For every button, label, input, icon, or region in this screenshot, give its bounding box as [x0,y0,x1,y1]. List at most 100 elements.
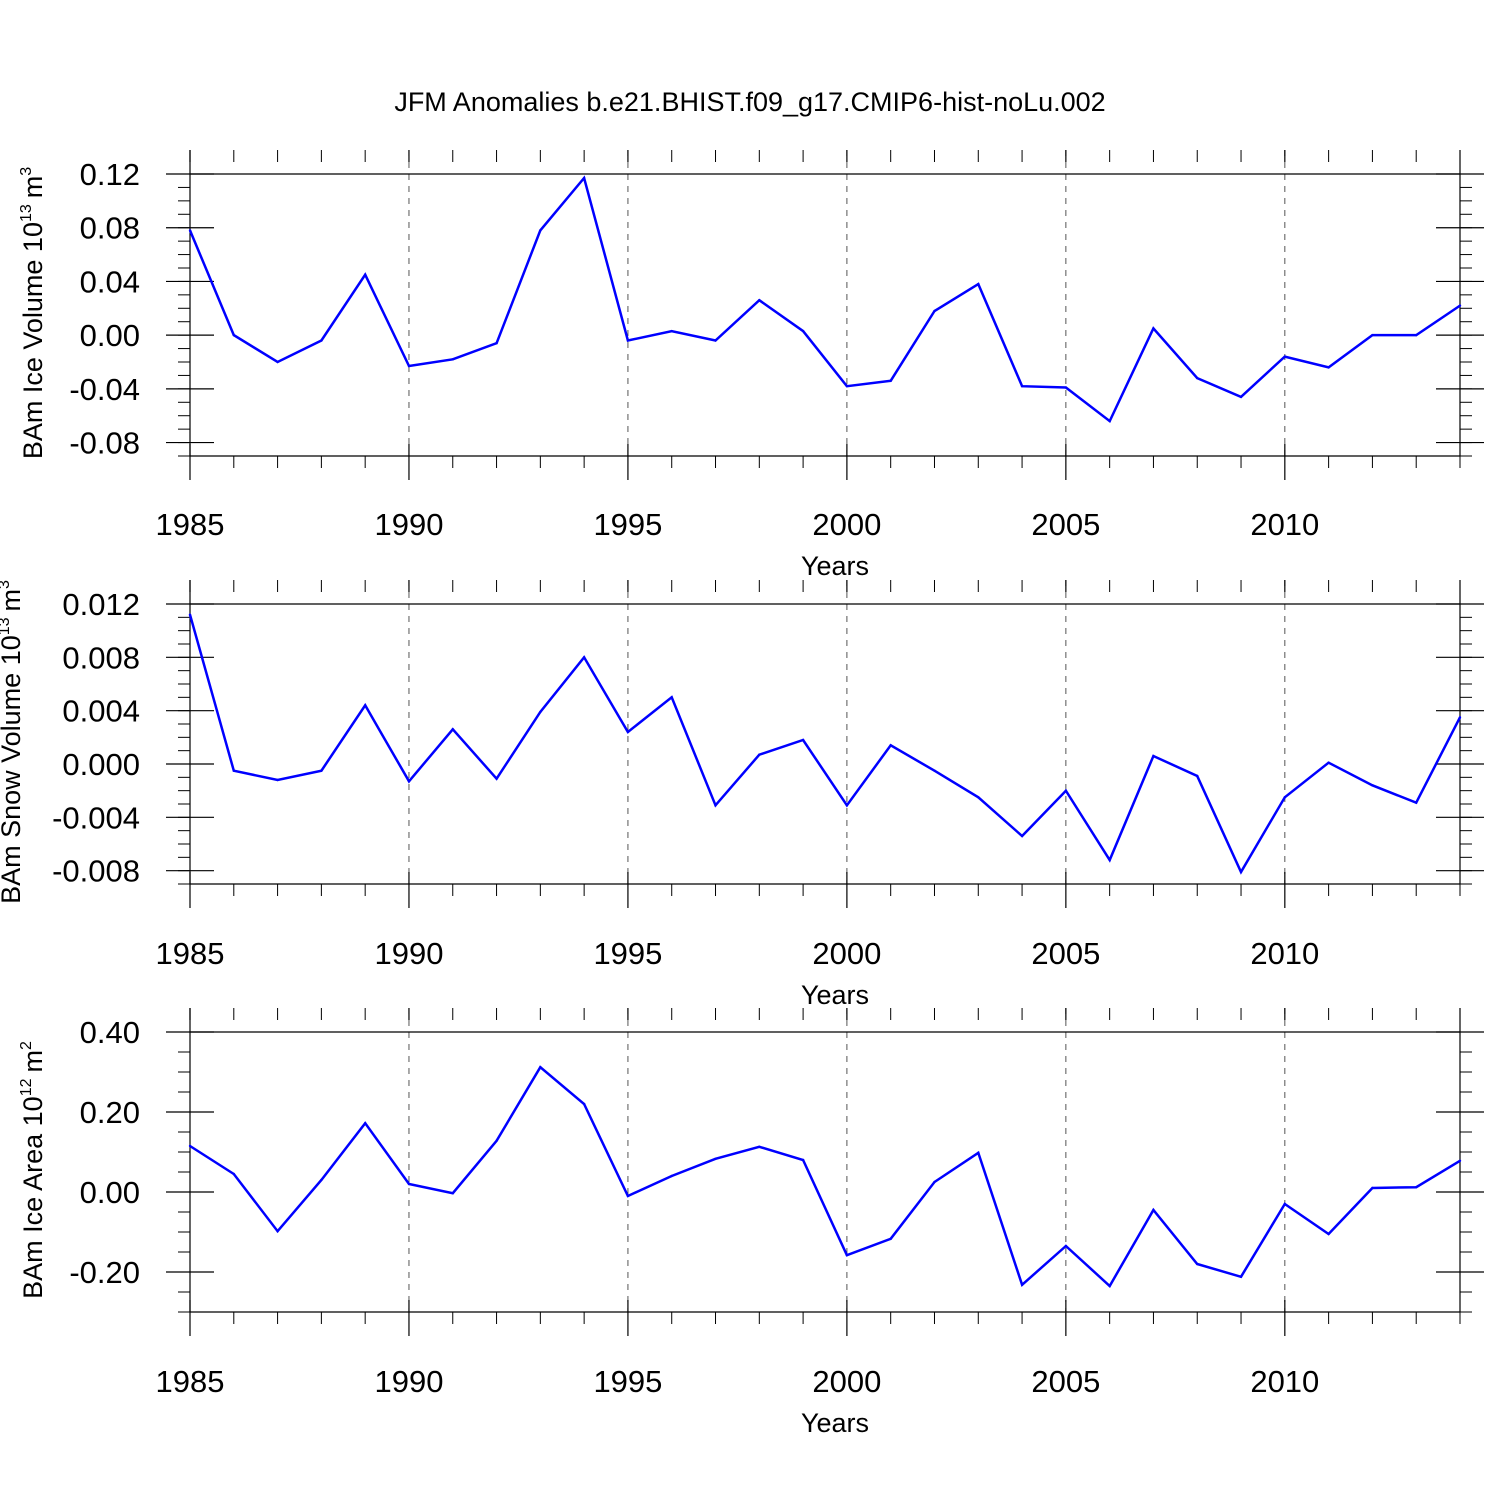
data-point [977,1151,980,1155]
y-tick-label: -0.20 [69,1255,140,1290]
y-tick-label: 0.000 [62,747,140,782]
y-tick-label: 0.004 [62,694,140,729]
x-axis-title: Years [801,980,869,1010]
data-point [977,282,980,286]
data-point [1327,366,1330,369]
data-point [363,1122,367,1125]
data-point [758,299,761,302]
x-tick-label: 2000 [812,507,881,542]
y-title-main: BAm Snow Volume 10 [0,635,26,904]
data-point [1152,754,1155,758]
data-point [1064,386,1068,389]
y-axis-title: BAm Snow Volume 1013 m3 [0,580,26,904]
data-point [276,778,279,782]
x-tick-label: 2000 [812,936,881,971]
data-point [451,1192,454,1195]
y-title-exponent: 13 [18,204,35,222]
y-title-unit: m [18,176,48,199]
x-tick-label: 1990 [374,1364,443,1399]
data-point [1108,1284,1111,1288]
data-point [451,358,454,361]
data-point [758,1145,761,1149]
data-point [933,309,936,313]
y-tick-label: -0.04 [69,372,140,407]
data-point [1020,1283,1024,1287]
data-point [977,796,980,799]
y-tick-label: 0.12 [80,157,140,192]
data-point [670,1174,673,1178]
data-point [1458,1159,1462,1163]
data-point [1239,395,1243,399]
x-tick-label: 2010 [1250,1364,1319,1399]
data-point [407,780,411,783]
data-point [670,329,673,333]
y-tick-label: -0.008 [52,854,140,889]
x-axis-title: Years [801,551,869,581]
data-point [495,777,498,780]
data-point [889,379,892,382]
x-tick-label: 1985 [156,936,225,971]
x-tick-label: 1990 [374,936,443,971]
data-point [1327,1232,1330,1236]
x-tick-label: 1995 [593,936,662,971]
figure-title: JFM Anomalies b.e21.BHIST.f09_g17.CMIP6-… [394,87,1105,117]
x-tick-label: 2005 [1031,507,1100,542]
data-point [188,1144,192,1148]
data-point [363,273,367,276]
y-title-exponent: 12 [18,1078,35,1096]
data-point [1196,1262,1199,1266]
x-tick-label: 1990 [374,507,443,542]
x-tick-label: 1985 [156,507,225,542]
data-point [1283,1202,1287,1206]
x-tick-label: 1995 [593,1364,662,1399]
y-tick-label: 0.08 [80,211,140,246]
data-point [626,1194,630,1198]
data-point [188,613,192,616]
data-point [845,1254,849,1257]
data-point [1415,801,1418,804]
data-point [232,1172,235,1176]
data-point [714,804,717,807]
data-point [582,176,586,180]
data-point [320,769,323,772]
y-tick-label: -0.004 [52,800,140,835]
data-point [1196,774,1199,778]
data-point [539,229,542,232]
y-tick-label: 0.40 [80,1015,140,1050]
data-point [1458,716,1462,719]
data-point [801,1158,805,1162]
data-point [714,1157,717,1161]
data-point [670,696,673,699]
data-point [626,339,630,342]
data-point [1152,327,1155,330]
data-point [933,769,936,772]
data-point [1283,355,1287,358]
data-point [363,704,367,707]
data-point [845,804,849,807]
y-title-unit-exponent: 3 [0,580,13,589]
data-point [1283,796,1287,799]
data-point [232,333,235,337]
data-point [582,656,586,659]
y-title-main: BAm Ice Volume 10 [18,222,48,459]
data-point [1020,834,1024,838]
x-tick-label: 2000 [812,1364,881,1399]
data-point [1020,384,1024,388]
y-title-unit-exponent: 3 [18,167,35,176]
data-point [1152,1208,1155,1212]
y-title-exponent: 13 [0,617,13,635]
x-axis-title: Years [801,1408,869,1438]
data-point [1196,376,1199,380]
data-point [1108,858,1111,862]
x-tick-label: 1995 [593,507,662,542]
data-point [1064,1244,1068,1248]
data-point [407,364,411,368]
data-point [451,728,454,731]
data-point [1239,1275,1243,1279]
data-point [188,229,192,232]
data-point [539,710,542,714]
y-title-unit: m [0,589,26,612]
data-point [1239,870,1243,874]
data-point [1108,419,1111,423]
series-line [189,1065,1461,1288]
